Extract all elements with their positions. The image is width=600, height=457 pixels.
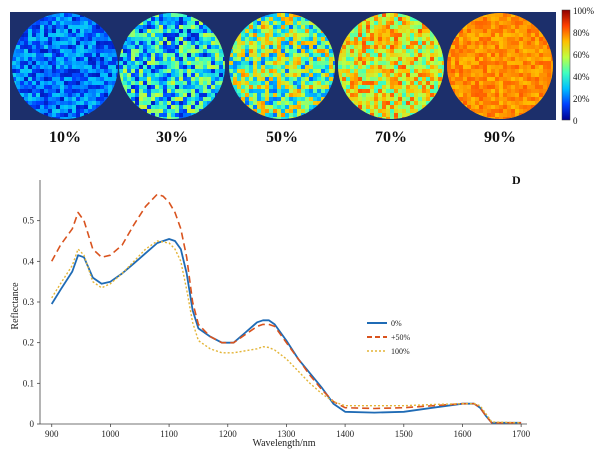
- y-tick-label: 0.5: [23, 216, 35, 226]
- colorbar-tick-label: 40%: [573, 72, 590, 82]
- x-tick-label: 1200: [219, 429, 238, 439]
- legend-label: +50%: [391, 333, 411, 342]
- x-tick-label: 1300: [277, 429, 296, 439]
- colorbar-gradient: [561, 9, 571, 121]
- colorbar-tick-label: 20%: [573, 94, 590, 104]
- axes: 900 1000 1100 1200 1300 1400 1500 1600 1700 0 0.1 0…: [23, 180, 531, 439]
- reflectance-maps-panel: 10% 30% 50% 70% 90% 100% 80% 60% 40% 20%…: [10, 6, 595, 146]
- panel-letter: D: [512, 173, 521, 187]
- colorbar-tick-label: 0: [573, 116, 578, 126]
- series-line-2: [51, 240, 522, 424]
- map-label: 10%: [49, 129, 81, 146]
- x-tick-label: 900: [45, 429, 59, 439]
- x-tick-label: 1700: [512, 429, 531, 439]
- series-lines: [50, 193, 522, 424]
- map-label: 50%: [266, 129, 298, 146]
- x-axis-label: Wavelength/nm: [252, 438, 315, 449]
- map-labels: 10% 30% 50% 70% 90%: [49, 129, 516, 146]
- legend-label: 100%: [391, 347, 410, 356]
- y-tick-label: 0: [30, 419, 35, 429]
- colorbar: [561, 9, 571, 121]
- x-tick-label: 1000: [101, 429, 120, 439]
- x-tick-label: 1600: [453, 429, 472, 439]
- map-label: 70%: [375, 129, 407, 146]
- y-axis-label: Reflectance: [10, 282, 21, 330]
- series-line-1: [50, 193, 522, 424]
- colorbar-tick-label: 80%: [573, 28, 590, 38]
- series-line-0: [50, 238, 522, 424]
- colorbar-tick-label: 100%: [573, 6, 595, 16]
- reflectance-map: [229, 13, 335, 119]
- x-tick-label: 1100: [160, 429, 178, 439]
- y-tick-label: 0.3: [23, 297, 35, 307]
- map-label: 90%: [484, 129, 516, 146]
- maps-layer: [10, 12, 556, 120]
- legend: 0% +50% 100%: [367, 319, 411, 356]
- y-tick-label: 0.1: [23, 378, 34, 388]
- colorbar-tick-label: 60%: [573, 50, 590, 60]
- colorbar-ticks: 100% 80% 60% 40% 20% 0: [573, 6, 595, 126]
- reflectance-spectra-chart: 900 1000 1100 1200 1300 1400 1500 1600 1700 0 0.1 0…: [10, 173, 531, 449]
- y-tick-label: 0.2: [23, 338, 34, 348]
- x-tick-label: 1400: [336, 429, 355, 439]
- legend-label: 0%: [391, 319, 402, 328]
- x-tick-label: 1500: [395, 429, 414, 439]
- y-tick-label: 0.4: [23, 256, 35, 266]
- map-label: 30%: [156, 129, 188, 146]
